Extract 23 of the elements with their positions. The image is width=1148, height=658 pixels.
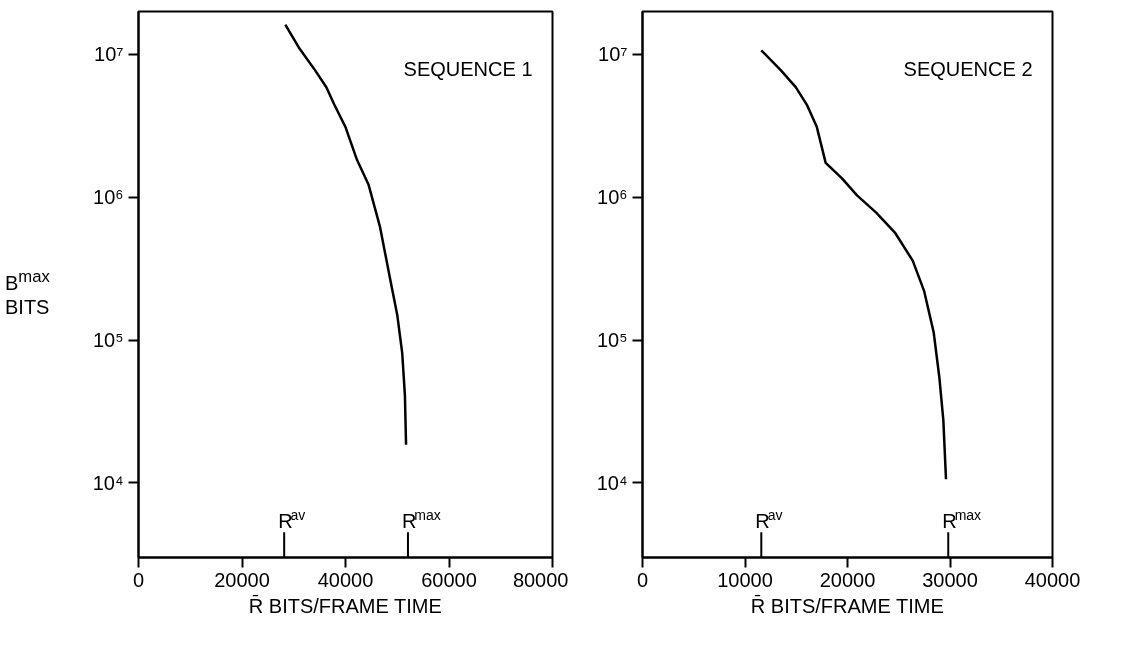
x-axis-title: R̄ BITS/FRAME TIME: [248, 594, 442, 617]
y-axis-title: B$^{max}$ BITS: [5, 267, 50, 319]
y-tick-label: 10⁵: [596, 329, 628, 352]
x-tick-label: 30000: [922, 568, 978, 591]
x-axis-title: R̄ BITS/FRAME TIME: [750, 594, 944, 617]
y-tick-label: 10⁷: [598, 43, 628, 66]
annotation: SEQUENCE 2: [903, 57, 1033, 80]
x-tick-label: 0: [132, 568, 145, 591]
x-tick-label: 20000: [214, 568, 270, 591]
annotation: SEQUENCE 1: [403, 57, 533, 80]
y-tick-label: 10⁴: [596, 471, 628, 494]
x-tick-label: 0: [636, 568, 649, 591]
x-tick-label: 60000: [421, 568, 477, 591]
x-tick-label: 20000: [819, 568, 876, 591]
y-tick-label: 10⁴: [92, 471, 124, 494]
y-tick-label: 10⁵: [92, 329, 124, 352]
x-tick-label: 10000: [717, 568, 773, 591]
x-tick-label: 40000: [1024, 568, 1081, 591]
y-tick-label: 10⁷: [94, 43, 124, 66]
y-tick-label: 10⁶: [93, 186, 124, 209]
y-tick-label: 10⁶: [597, 186, 628, 209]
x-tick-label: 40000: [317, 568, 374, 591]
x-tick-label: 80000: [512, 568, 569, 591]
